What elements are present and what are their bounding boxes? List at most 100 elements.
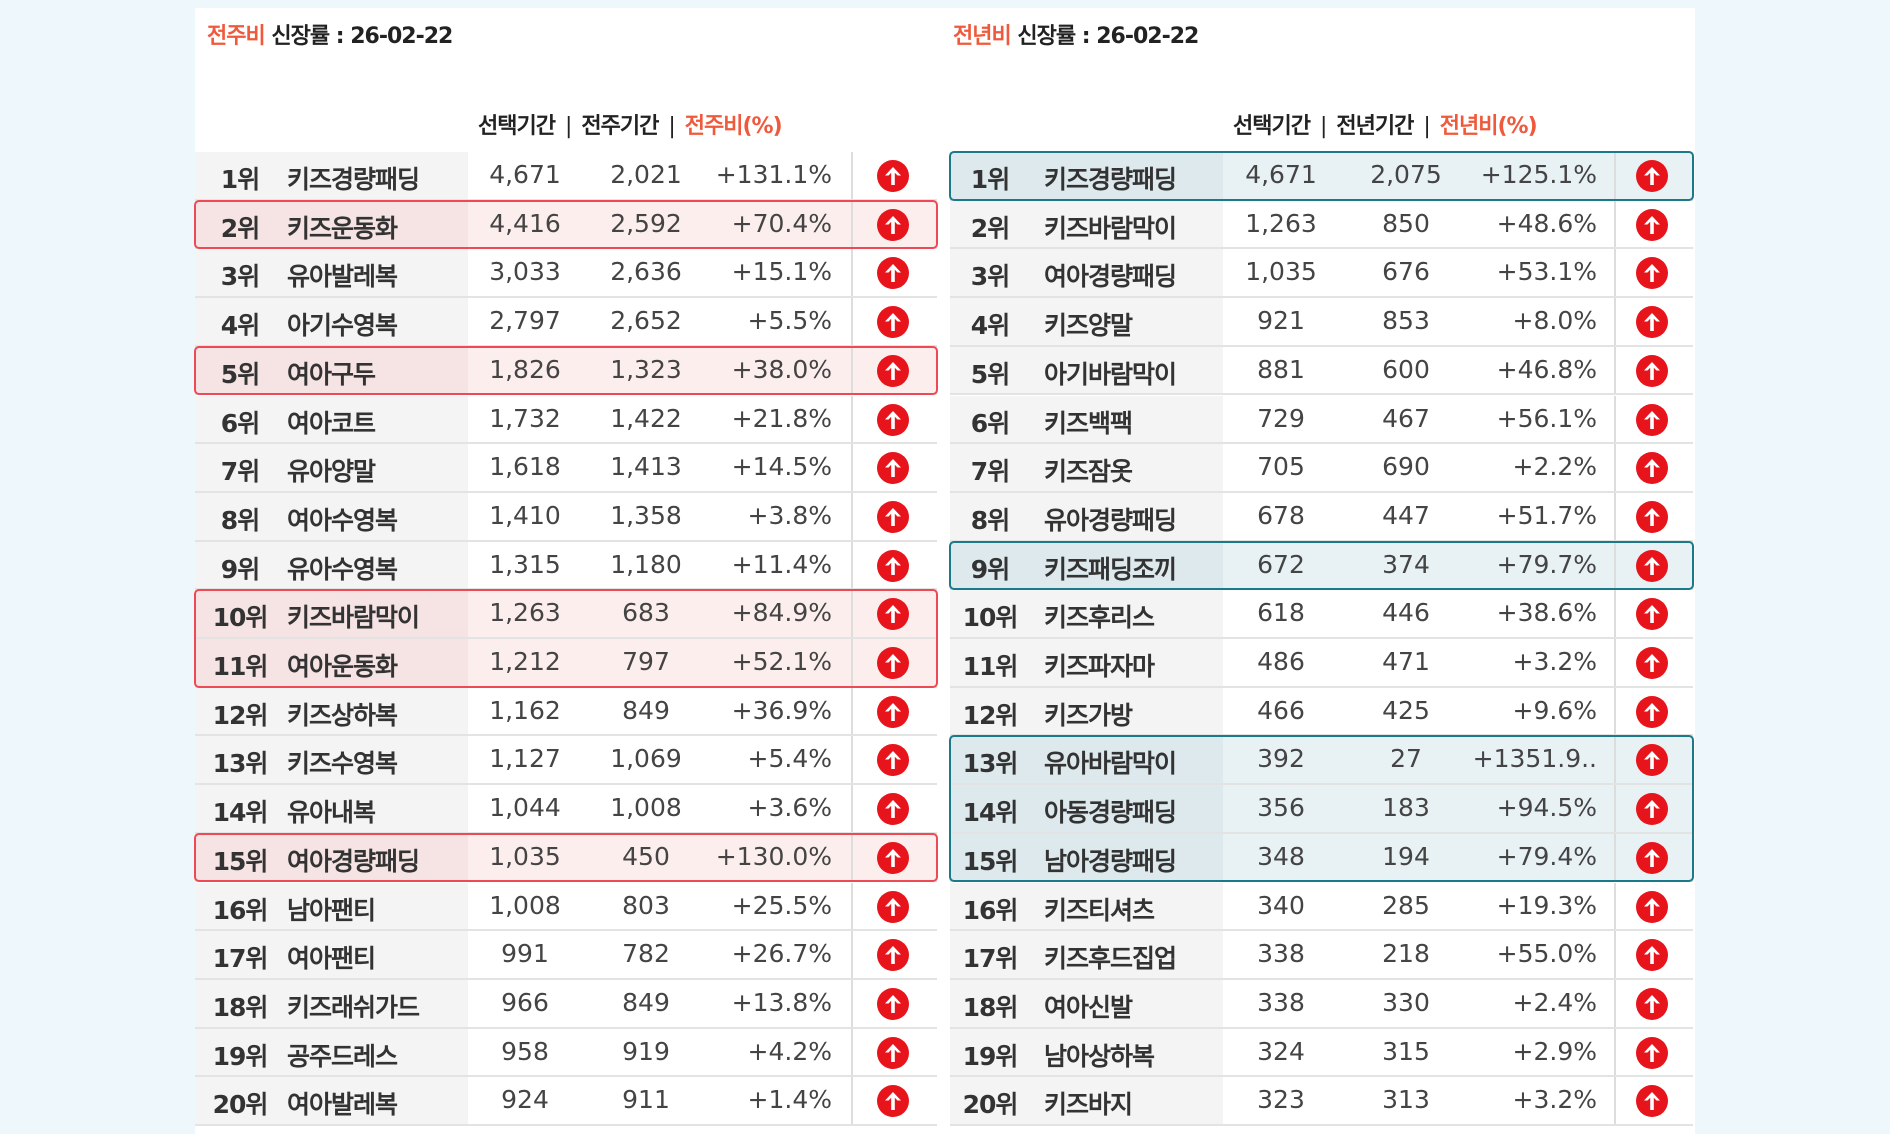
growth-ratio: +130.0% xyxy=(715,841,832,871)
rank-name-cell xyxy=(195,444,468,491)
selected-period-value: 705 xyxy=(1257,452,1305,482)
arrow-up-icon xyxy=(877,257,909,290)
arrow-up-icon xyxy=(1636,257,1668,290)
rank-name-cell xyxy=(950,590,1223,637)
column-divider xyxy=(1614,444,1616,491)
weekly-column-headers: 선택기간 | 전주기간 | 전주비(%) xyxy=(478,108,783,140)
column-divider xyxy=(1614,882,1616,930)
table-row: 14위 아동경량패딩 356 183 +94.5% xyxy=(950,785,1693,834)
keyword: 아기바람막이 xyxy=(1044,359,1177,389)
arrow-up-icon xyxy=(1636,403,1668,436)
arrow-up-icon xyxy=(877,1085,909,1118)
keyword: 키즈래쉬가드 xyxy=(287,992,420,1022)
rank-name-cell xyxy=(195,152,468,199)
rank: 16위 xyxy=(962,895,1019,925)
table-row: 4위 키즈양말 921 853 +8.0% xyxy=(950,298,1693,347)
growth-ratio: +48.6% xyxy=(1496,208,1597,238)
weekly-panel-title: 전주비 신장률 : 26-02-22 xyxy=(207,18,453,50)
previous-period-value: 850 xyxy=(1382,208,1430,238)
arrow-up-icon xyxy=(1636,354,1668,387)
column-divider xyxy=(851,249,853,297)
table-row: 7위 키즈잠옷 705 690 +2.2% xyxy=(950,444,1693,493)
selected-period-value: 1,263 xyxy=(489,598,561,628)
selected-period-value: 1,618 xyxy=(489,452,561,482)
rank-name-cell xyxy=(195,639,468,686)
selected-period-value: 324 xyxy=(1257,1036,1305,1066)
yearly-panel-title: 전년비 신장률 : 26-02-22 xyxy=(953,18,1199,50)
previous-period-value: 911 xyxy=(622,1085,670,1115)
previous-period-value: 1,069 xyxy=(610,744,682,774)
col-prev: 전년기간 xyxy=(1336,114,1414,139)
rank: 19위 xyxy=(962,1041,1019,1071)
keyword: 아동경량패딩 xyxy=(1044,798,1177,828)
growth-ratio: +5.4% xyxy=(747,744,832,774)
column-divider xyxy=(851,882,853,930)
keyword: 여아경량패딩 xyxy=(1044,262,1177,292)
selected-period-value: 729 xyxy=(1257,403,1305,433)
keyword: 유아발레복 xyxy=(287,262,398,292)
growth-ratio: +51.7% xyxy=(1496,500,1597,530)
previous-period-value: 782 xyxy=(622,939,670,969)
rank-name-cell xyxy=(950,298,1223,345)
selected-period-value: 924 xyxy=(501,1085,549,1115)
rank-name-cell xyxy=(950,346,1223,394)
arrow-up-icon xyxy=(1636,647,1668,679)
arrow-up-icon xyxy=(1636,500,1668,533)
table-row: 17위 여아팬티 991 782 +26.7% xyxy=(195,931,937,980)
previous-period-value: 446 xyxy=(1382,598,1430,628)
growth-ratio: +3.6% xyxy=(747,793,832,823)
rank-name-cell xyxy=(950,1077,1223,1124)
rank-name-cell xyxy=(950,444,1223,491)
previous-period-value: 194 xyxy=(1382,841,1430,871)
arrow-up-icon xyxy=(1636,160,1668,192)
selected-period-value: 958 xyxy=(501,1036,549,1066)
rank-name-cell xyxy=(195,1077,468,1124)
arrow-up-icon xyxy=(877,452,909,485)
keyword: 여아경량패딩 xyxy=(287,846,420,876)
column-divider xyxy=(851,298,853,345)
growth-ratio: +13.8% xyxy=(731,987,832,1017)
growth-ratio: +125.1% xyxy=(1480,160,1597,189)
arrow-up-icon xyxy=(877,500,909,533)
column-divider xyxy=(1614,979,1616,1027)
keyword: 키즈바람막이 xyxy=(287,603,420,633)
table-row: 9위 키즈패딩조끼 672 374 +79.7% xyxy=(950,541,1693,591)
selected-period-value: 323 xyxy=(1257,1085,1305,1115)
arrow-up-icon xyxy=(877,354,909,387)
keyword: 키즈경량패딩 xyxy=(1044,165,1177,194)
keyword: 여아팬티 xyxy=(287,944,376,974)
selected-period-value: 1,008 xyxy=(489,890,561,920)
table-row: 8위 유아경량패딩 678 447 +51.7% xyxy=(950,492,1693,542)
growth-ratio: +55.0% xyxy=(1496,939,1597,969)
keyword: 여아코트 xyxy=(287,408,376,438)
growth-ratio: +5.5% xyxy=(747,306,832,336)
growth-ratio: +52.1% xyxy=(731,647,832,676)
keyword: 키즈파자마 xyxy=(1044,652,1155,681)
rank: 14위 xyxy=(212,798,269,828)
column-divider xyxy=(851,590,853,637)
rank: 18위 xyxy=(962,992,1019,1022)
column-divider xyxy=(1614,590,1616,637)
selected-period-value: 881 xyxy=(1257,354,1305,384)
rank: 10위 xyxy=(962,603,1019,633)
rank-name-cell xyxy=(195,1028,468,1076)
previous-period-value: 2,021 xyxy=(610,160,682,189)
report-sheet: 전주비 신장률 : 26-02-22 선택기간 | 전주기간 | 전주비(%) 1위 키즈… xyxy=(194,8,1695,1134)
column-divider xyxy=(1614,346,1616,394)
rank: 13위 xyxy=(962,749,1019,779)
rank: 16위 xyxy=(212,895,269,925)
selected-period-value: 1,162 xyxy=(489,695,561,725)
table-row: 3위 유아발레복 3,033 2,636 +15.1% xyxy=(195,249,937,299)
title-accent: 전주비 xyxy=(207,24,266,49)
previous-period-value: 1,008 xyxy=(610,793,682,823)
table-row: 13위 유아바람막이 392 27 +1351.9.. xyxy=(950,736,1693,786)
keyword: 키즈패딩조끼 xyxy=(1044,554,1177,584)
rank: 5위 xyxy=(970,359,1010,389)
keyword: 키즈바지 xyxy=(1044,1090,1133,1120)
column-divider xyxy=(1614,200,1616,248)
table-row: 1위 키즈경량패딩 4,671 2,075 +125.1% xyxy=(950,152,1693,201)
column-divider xyxy=(851,931,853,978)
title-rest: 신장률 : 26-02-22 xyxy=(1010,24,1199,49)
growth-ratio: +4.2% xyxy=(747,1036,832,1066)
table-row: 13위 키즈수영복 1,127 1,069 +5.4% xyxy=(195,736,937,786)
